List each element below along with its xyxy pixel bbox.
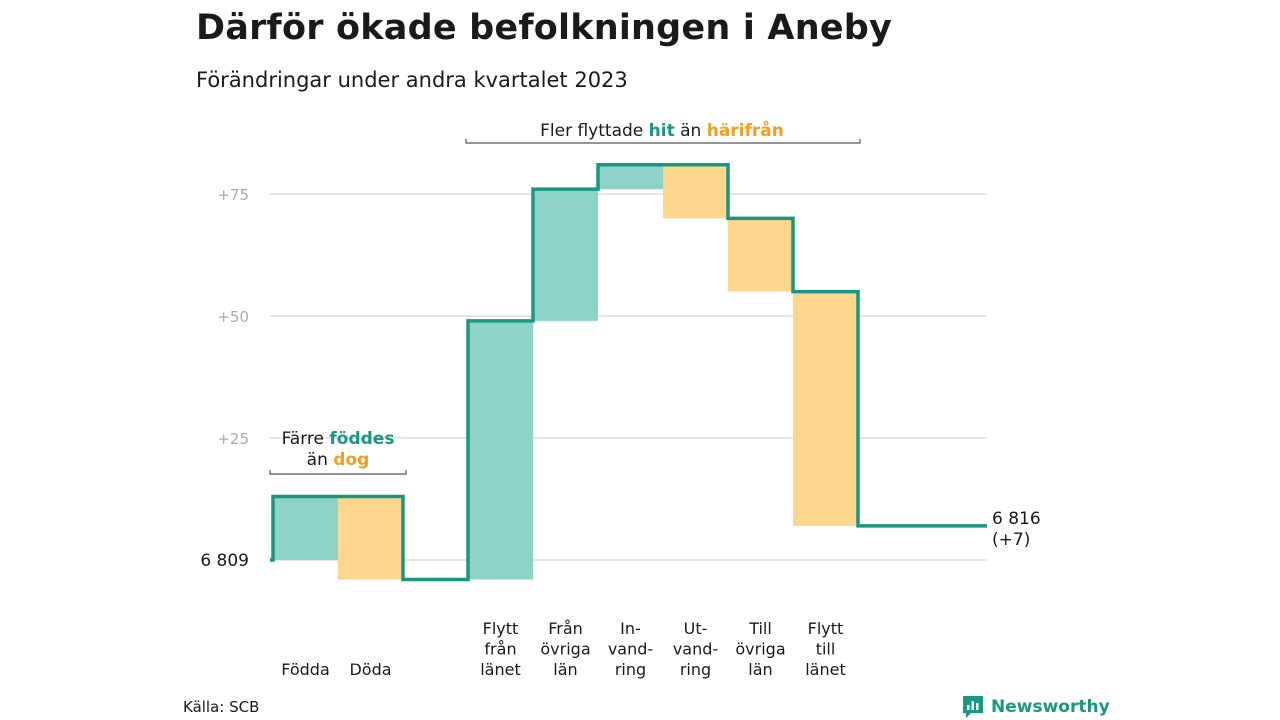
category-label: övriga [735, 640, 785, 659]
category-label: Flytt [808, 619, 844, 638]
brand-name: Newsworthy [991, 697, 1110, 717]
annotation-segment: föddes [329, 429, 394, 449]
annotation-bracket [269, 470, 407, 475]
category-label: länet [480, 660, 521, 679]
category-label: vand- [673, 640, 718, 659]
chart-title: Därför ökade befolkningen i Aneby [196, 8, 893, 48]
category-label: ring [615, 660, 646, 679]
bar-increase [533, 189, 598, 321]
category-label: till [816, 640, 836, 659]
end-value-label: 6 816 [992, 509, 1041, 529]
annotation-segment: Färre [282, 429, 330, 449]
start-value-label: 6 809 [200, 551, 249, 571]
chart-subtitle: Förändringar under andra kvartalet 2023 [196, 68, 628, 92]
annotation-segment: än [675, 121, 707, 141]
annotation-segment: hit [649, 121, 675, 141]
category-label: Till [748, 619, 772, 638]
bar-decrease [728, 218, 793, 292]
y-tick-label: +75 [217, 186, 249, 204]
annotation-bracket [465, 139, 861, 144]
newsworthy-logo-icon [963, 696, 983, 718]
category-label: Från [548, 619, 583, 638]
annotation-segment: härifrån [707, 119, 784, 141]
category-label: In- [620, 619, 641, 638]
category-label: vand- [608, 640, 653, 659]
annotation-text: Fler flyttade hit än härifrån [540, 119, 784, 141]
running-total-line [270, 162, 987, 582]
category-label: län [553, 660, 577, 679]
category-label: Ut- [684, 619, 708, 638]
annotation-segment: dog [333, 450, 369, 470]
bar-decrease [793, 291, 858, 526]
end-value-label: (+7) [992, 530, 1030, 550]
bar-increase [598, 164, 663, 190]
y-tick-label: +25 [217, 430, 249, 448]
bar-decrease [338, 496, 403, 580]
bar-increase [273, 496, 338, 560]
bar-decrease [663, 164, 728, 219]
brand: Newsworthy [961, 694, 1110, 720]
category-label: Döda [349, 660, 391, 679]
category-label: Födda [281, 660, 330, 679]
category-label: övriga [540, 640, 590, 659]
annotation-segment: än [307, 450, 334, 470]
category-label: ring [680, 660, 711, 679]
annotation-text: än dog [307, 450, 370, 470]
category-label: från [484, 640, 516, 659]
category-label: länet [805, 660, 846, 679]
source-note: Källa: SCB [183, 698, 260, 716]
category-label: Flytt [483, 619, 519, 638]
annotation-segment: Fler flyttade [540, 121, 649, 141]
category-label: län [748, 660, 772, 679]
y-tick-label: +50 [217, 308, 249, 326]
annotation-text: Färre föddes [282, 429, 395, 449]
bar-increase [468, 320, 533, 580]
